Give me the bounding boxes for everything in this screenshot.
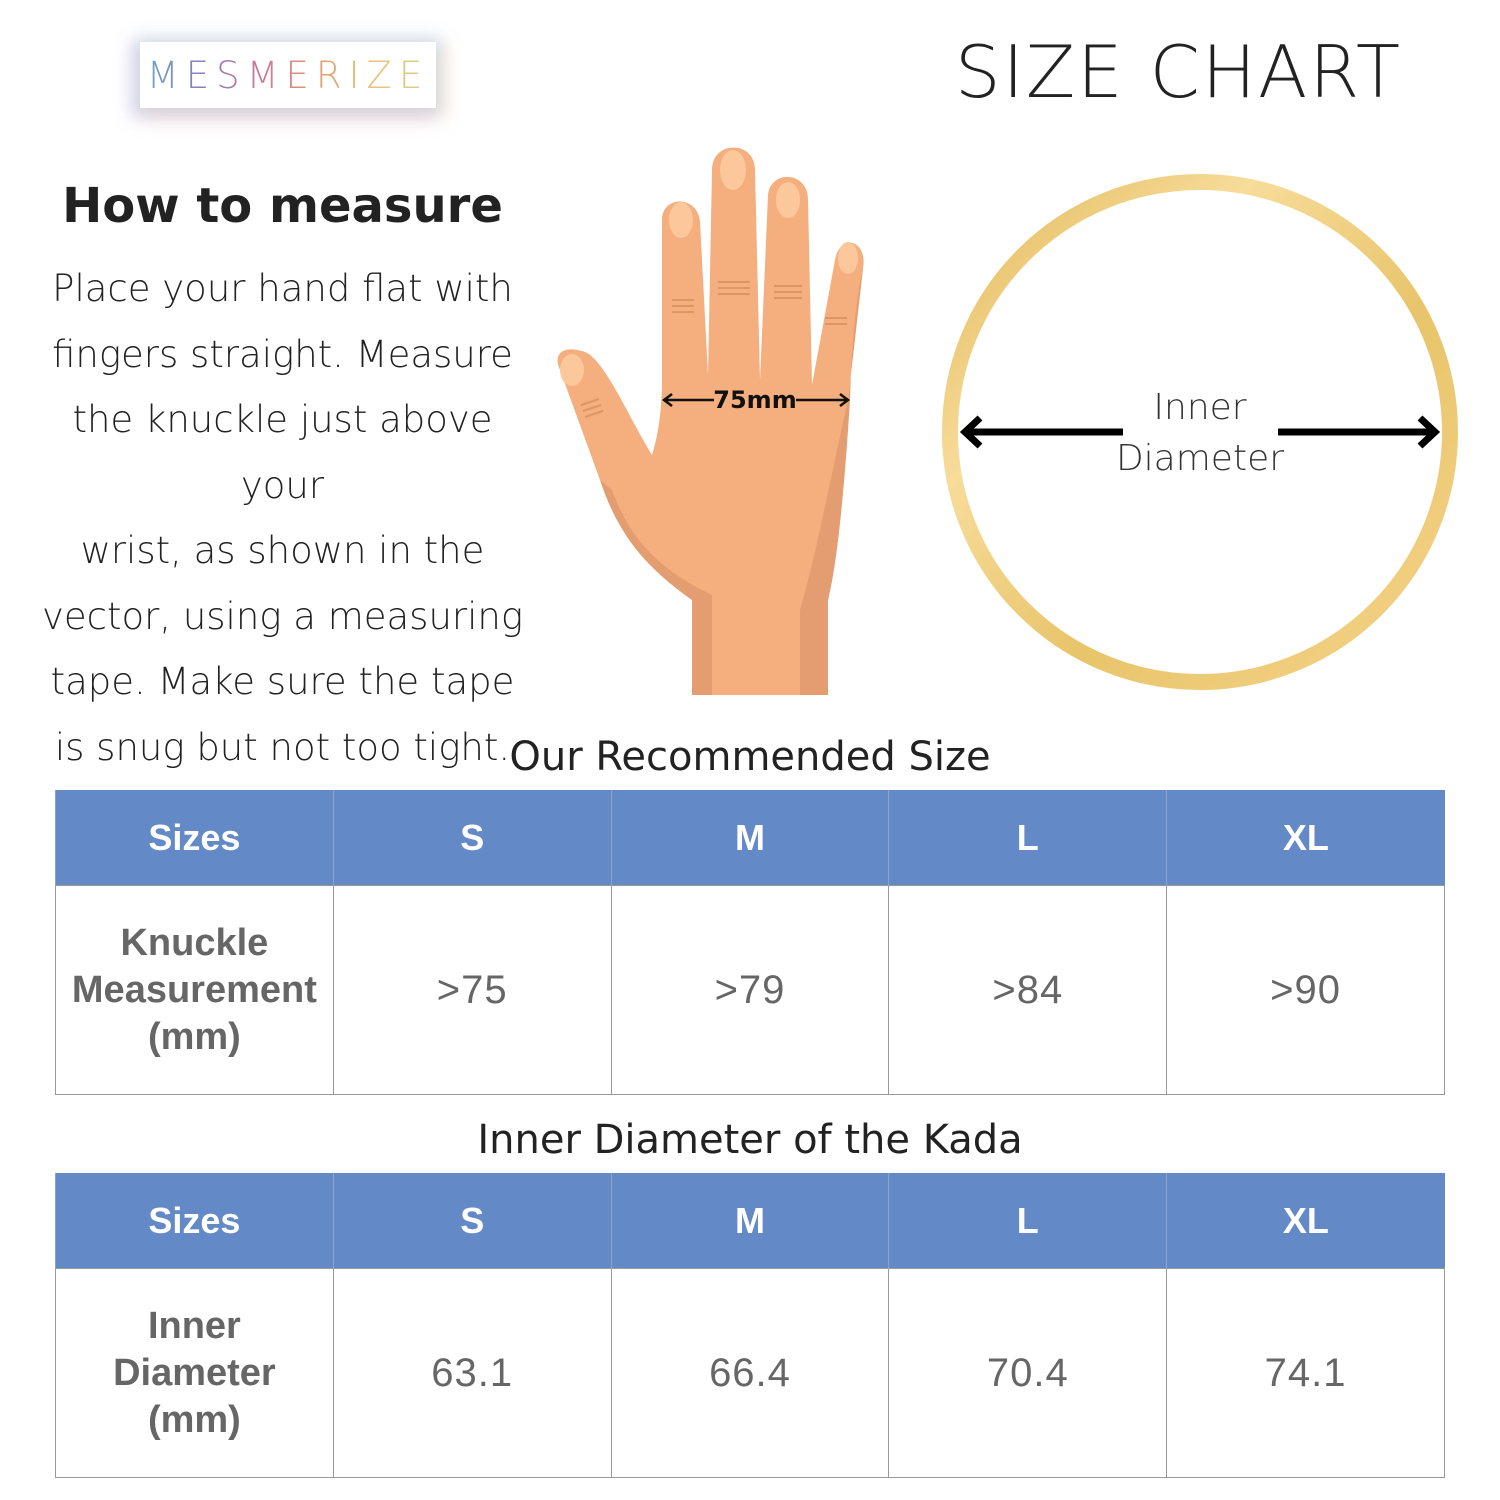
table-row: Knuckle Measurement (mm) >75 >79 >84 >90	[55, 885, 1445, 1095]
instruction-line: the knuckle just above your	[72, 398, 493, 507]
logo-text: MESMERIZE	[146, 53, 430, 97]
row-label-line: Knuckle	[120, 921, 269, 964]
header-cell: XL	[1166, 790, 1445, 886]
row-label-line: Measurement	[71, 968, 317, 1011]
measure-arrow-icon	[661, 393, 851, 407]
ring-label-line: Inner	[1153, 387, 1247, 428]
measure-label: 75mm	[713, 386, 796, 414]
row-label: Knuckle Measurement (mm)	[55, 885, 334, 1095]
header-cell: M	[610, 790, 889, 886]
row-label-line: Inner	[147, 1304, 241, 1347]
value-cell: 63.1	[332, 1268, 612, 1478]
table-row: Inner Diameter (mm) 63.1 66.4 70.4 74.1	[55, 1268, 1445, 1478]
row-label-line: Diameter	[113, 1351, 276, 1394]
inner-diameter-title: Inner Diameter of the Kada	[477, 1117, 1023, 1163]
row-label-line: (mm)	[147, 1398, 241, 1441]
header-cell: S	[332, 790, 612, 886]
row-label: Inner Diameter (mm)	[55, 1268, 334, 1478]
instruction-line: tape. Make sure the tape	[50, 660, 515, 703]
how-to-heading: How to measure	[62, 178, 503, 234]
recommended-size-table: Sizes S M L XL Knuckle Measurement (mm) …	[55, 790, 1445, 1095]
value-cell: 66.4	[610, 1268, 890, 1478]
page-title: SIZE CHART	[954, 30, 1402, 114]
header-cell: L	[888, 790, 1167, 886]
instruction-line: wrist, as shown in the	[80, 529, 485, 572]
instruction-line: is snug but not too tight.	[54, 725, 511, 769]
table-header-row: Sizes S M L XL	[55, 1173, 1445, 1269]
value-cell: 74.1	[1166, 1268, 1445, 1478]
ring-label-line: Diameter	[1115, 438, 1285, 479]
row-label-line: (mm)	[147, 1015, 241, 1058]
header-cell: Sizes	[55, 1173, 334, 1269]
header-cell: S	[332, 1173, 612, 1269]
ring-label: Inner Diameter	[1100, 382, 1300, 484]
hand-illustration: 75mm	[557, 147, 1458, 695]
diameter-arrow-icon	[959, 415, 1441, 449]
recommended-size-title: Our Recommended Size	[509, 734, 991, 780]
header-cell: XL	[1166, 1173, 1445, 1269]
header-cell: L	[888, 1173, 1167, 1269]
header-cell: M	[610, 1173, 889, 1269]
value-cell: 70.4	[888, 1268, 1168, 1478]
hand-icon	[557, 147, 864, 695]
instructions: Place your hand flat with fingers straig…	[40, 256, 525, 780]
value-cell: >90	[1166, 885, 1445, 1095]
inner-diameter-table: Sizes S M L XL Inner Diameter (mm) 63.1 …	[55, 1173, 1445, 1478]
value-cell: >79	[610, 885, 890, 1095]
instruction-line: vector, using a measuring	[41, 594, 524, 638]
brand-logo: MESMERIZE	[140, 42, 436, 108]
instruction-line: Place your hand flat with	[52, 267, 513, 310]
kada-ring	[942, 174, 1458, 690]
header-cell: Sizes	[55, 790, 334, 886]
instruction-line: fingers straight. Measure	[52, 332, 513, 376]
value-cell: >75	[332, 885, 612, 1095]
table-header-row: Sizes S M L XL	[55, 790, 1445, 886]
value-cell: >84	[888, 885, 1168, 1095]
